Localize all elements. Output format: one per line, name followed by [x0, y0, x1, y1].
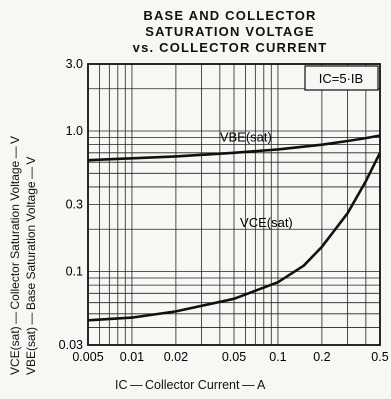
y-tick-label: 0.03: [59, 338, 83, 352]
series-label-vce: VCE(sat): [240, 215, 293, 230]
x-tick-label: 0.5: [371, 350, 388, 364]
y-tick-label: 0.3: [66, 198, 83, 212]
plot-frame: [87, 63, 381, 346]
chart-title-line-2: SATURATION VOLTAGE: [145, 24, 315, 39]
x-tick-label: 0.05: [222, 350, 246, 364]
x-tick-label: 0.1: [269, 350, 286, 364]
x-axis-label: IC — Collector Current — A: [115, 378, 266, 392]
y-tick-label: 1.0: [66, 124, 83, 138]
condition-label-box: [304, 65, 379, 91]
chart-title-line-1: BASE AND COLLECTOR: [143, 8, 317, 23]
condition-label: IC=5·IB: [319, 71, 363, 86]
x-tick-label: 0.005: [72, 350, 103, 364]
series-line-0: [87, 134, 381, 162]
chart-title-line-3: vs. COLLECTOR CURRENT: [132, 40, 328, 55]
x-tick-label: 0.02: [164, 350, 188, 364]
x-tick-label: 0.01: [120, 350, 144, 364]
y-tick-label: 0.1: [66, 265, 83, 279]
series-label-vbe: VBE(sat): [220, 129, 272, 144]
series-line-1: [87, 152, 382, 322]
y-tick-label: 3.0: [66, 57, 83, 71]
x-tick-label: 0.2: [313, 350, 330, 364]
